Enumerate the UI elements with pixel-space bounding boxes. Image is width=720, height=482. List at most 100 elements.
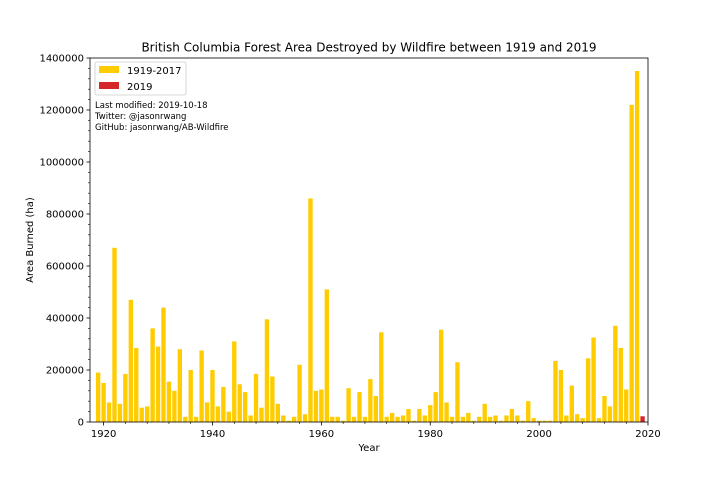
y-tick-label: 0: [78, 418, 84, 429]
y-tick-label: 200000: [46, 366, 84, 377]
x-tick-label: 1980: [418, 429, 443, 440]
bar-1990: [482, 403, 487, 422]
bar-1988: [471, 420, 476, 422]
bar-1935: [183, 416, 188, 422]
bar-1951: [270, 376, 275, 422]
bar-1991: [487, 416, 493, 422]
bar-2018: [634, 71, 640, 422]
bar-1982: [438, 329, 444, 422]
bar-1972: [384, 416, 389, 422]
bar-1927: [139, 407, 144, 422]
bar-1925: [128, 299, 134, 422]
bar-1967: [357, 392, 362, 422]
bar-1980: [428, 405, 433, 422]
legend: 1919-2017 2019: [94, 61, 187, 96]
x-tick-label: 1940: [200, 429, 225, 440]
bar-1989: [477, 416, 482, 422]
bar-2019: [640, 416, 645, 422]
bar-1997: [520, 420, 525, 422]
bar-2006: [569, 385, 574, 422]
bar-1938: [199, 350, 204, 422]
bar-2004: [558, 370, 564, 422]
legend-swatch-1919-2017: [99, 66, 119, 73]
bar-1930: [155, 346, 161, 422]
bar-2011: [596, 418, 602, 422]
bar-1934: [177, 349, 183, 422]
bar-1970: [373, 396, 378, 422]
bar-1932: [166, 381, 172, 422]
bar-1983: [444, 402, 449, 422]
bar-1962: [330, 416, 335, 422]
bar-1944: [232, 341, 237, 422]
bar-1958: [308, 198, 313, 422]
bar-2015: [618, 347, 623, 422]
bar-1937: [193, 416, 199, 422]
y-axis-label: Area Burned (ha): [25, 197, 36, 283]
bar-1968: [362, 416, 368, 422]
bar-1921: [106, 402, 112, 422]
bar-1981: [433, 392, 438, 422]
bar-2008: [580, 418, 585, 422]
bar-2014: [613, 325, 618, 422]
y-tick-label: 1200000: [39, 106, 84, 117]
bar-1923: [117, 403, 123, 422]
bar-1949: [259, 407, 264, 422]
bar-1996: [515, 415, 520, 422]
bar-1995: [509, 409, 515, 422]
bar-2000: [536, 420, 542, 422]
bar-1955: [291, 416, 297, 422]
bar-2002: [547, 420, 553, 422]
bar-1966: [351, 416, 357, 422]
bar-1920: [101, 383, 106, 422]
bar-1933: [172, 390, 177, 422]
bar-1957: [302, 414, 308, 422]
bar-1985: [455, 362, 460, 422]
plot-area: 0 200000 400000 600000 800000 1000000 1200000 1…: [39, 54, 660, 441]
bar-1919: [95, 372, 101, 422]
bar-1945: [237, 384, 242, 422]
bar-1924: [123, 373, 128, 422]
bar-2012: [602, 396, 607, 422]
y-axis-ticks: 0 200000 400000 600000 800000 1000000 1200000 1…: [39, 54, 90, 429]
bar-2016: [624, 389, 629, 422]
y-tick-label: 400000: [46, 314, 84, 325]
bar-1959: [313, 390, 319, 422]
bar-1963: [335, 416, 340, 422]
bar-1926: [134, 347, 139, 422]
bar-1946: [242, 392, 248, 422]
bar-1947: [248, 415, 253, 422]
bar-2003: [553, 360, 558, 422]
bar-1979: [422, 415, 427, 422]
x-tick-label: 1920: [91, 429, 116, 440]
annotation-github: GitHub: jasonrwang/AB-Wildfire: [95, 123, 229, 133]
x-axis-ticks: 1920 1940 1960 1980 2000 2020: [91, 422, 661, 440]
plot-frame: [89, 57, 649, 423]
legend-label-2019: 2019: [127, 82, 152, 93]
bar-1952: [275, 403, 280, 422]
bar-2005: [564, 415, 569, 422]
bar-1976: [406, 409, 411, 422]
bar-1999: [531, 418, 536, 422]
annotation-block: Last modified: 2019-10-18 Twitter: @jaso…: [94, 101, 229, 133]
bar-2009: [585, 358, 591, 422]
bar-1941: [215, 406, 221, 422]
bar-1975: [400, 415, 406, 422]
x-tick-label: 2000: [526, 429, 551, 440]
x-axis-label: Year: [357, 443, 380, 454]
bar-1984: [449, 416, 455, 422]
bar-1977: [411, 420, 417, 422]
bar-1978: [417, 409, 422, 422]
bar-1992: [493, 415, 498, 422]
bar-1964: [340, 420, 346, 422]
bar-1940: [210, 370, 215, 422]
bar-1953: [281, 415, 286, 422]
bar-1942: [221, 386, 226, 422]
bar-1929: [150, 328, 155, 422]
x-tick-label: 2020: [635, 429, 660, 440]
bar-2007: [575, 414, 580, 422]
bar-2017: [629, 104, 634, 423]
bar-1969: [368, 379, 373, 422]
bar-1956: [297, 364, 302, 422]
bar-1943: [226, 411, 231, 422]
